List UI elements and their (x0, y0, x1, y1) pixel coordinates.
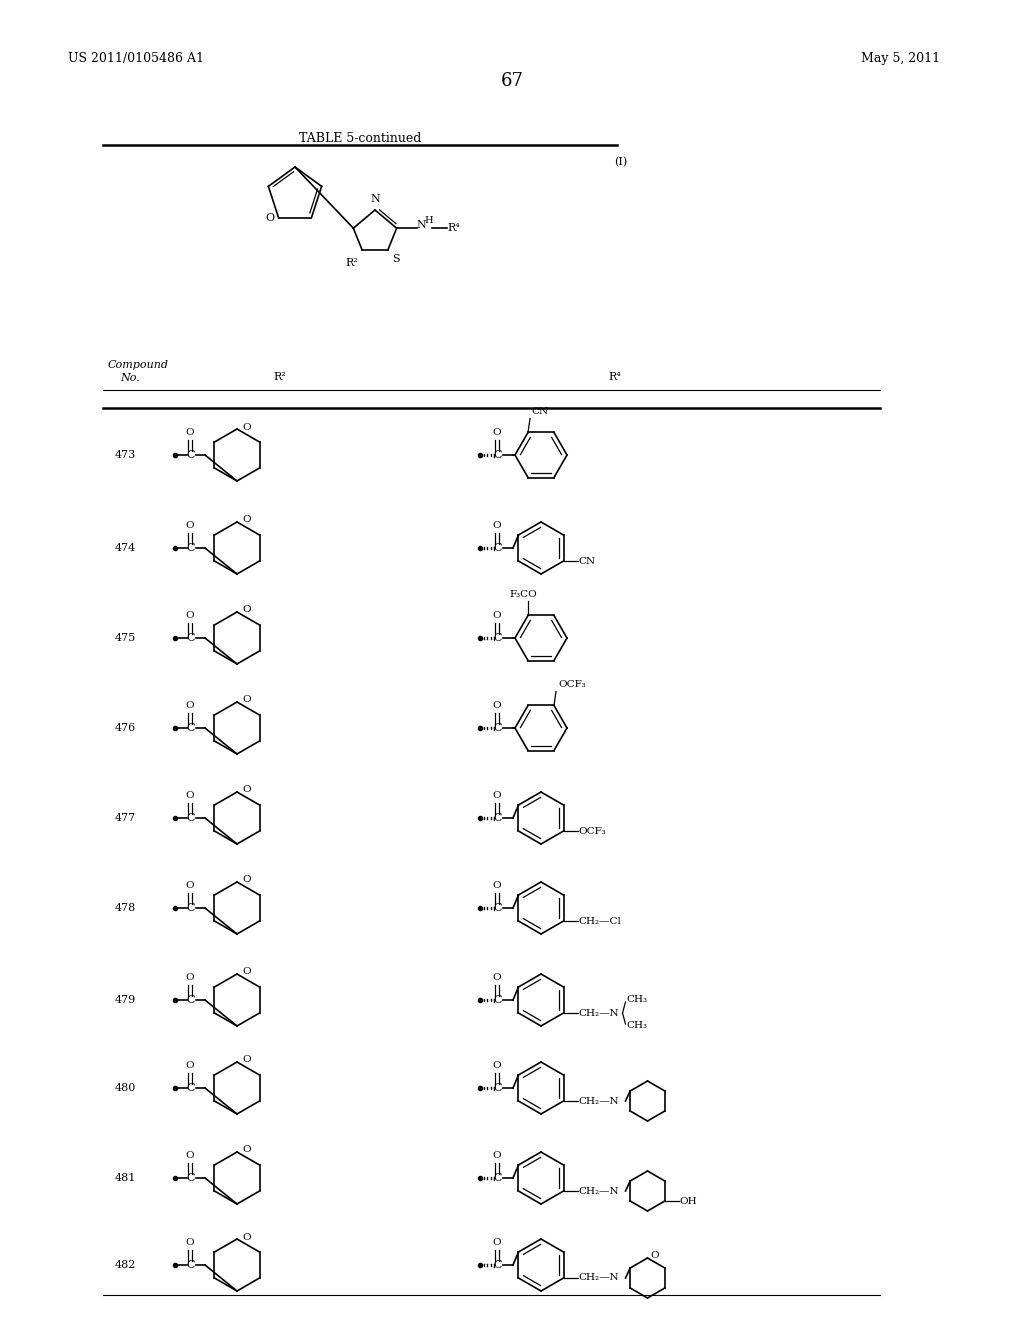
Text: C: C (186, 634, 196, 643)
Text: O: O (493, 701, 502, 710)
Text: (I): (I) (614, 157, 628, 168)
Text: No.: No. (120, 374, 139, 383)
Text: O: O (493, 973, 502, 982)
Text: C: C (186, 903, 196, 913)
Text: O: O (493, 1061, 502, 1071)
Text: C: C (494, 450, 502, 459)
Text: O: O (185, 880, 195, 890)
Text: C: C (186, 1082, 196, 1093)
Text: OH: OH (680, 1196, 697, 1205)
Text: CH₂—Cl: CH₂—Cl (579, 916, 622, 925)
Text: O: O (242, 875, 251, 884)
Text: 481: 481 (115, 1173, 136, 1183)
Text: O: O (242, 606, 251, 615)
Text: 476: 476 (115, 723, 136, 733)
Text: C: C (494, 903, 502, 913)
Text: 482: 482 (115, 1261, 136, 1270)
Text: 477: 477 (115, 813, 136, 822)
Text: 480: 480 (115, 1082, 136, 1093)
Text: O: O (493, 791, 502, 800)
Text: O: O (242, 1146, 251, 1155)
Text: 67: 67 (501, 73, 523, 90)
Text: R²: R² (273, 372, 287, 381)
Text: O: O (493, 880, 502, 890)
Text: C: C (494, 1082, 502, 1093)
Text: C: C (494, 1173, 502, 1183)
Text: CN: CN (579, 557, 596, 565)
Text: C: C (494, 634, 502, 643)
Text: O: O (650, 1251, 659, 1261)
Text: C: C (186, 813, 196, 822)
Text: C: C (494, 543, 502, 553)
Text: O: O (185, 1238, 195, 1247)
Text: N: N (417, 220, 426, 230)
Text: O: O (185, 701, 195, 710)
Text: O: O (242, 516, 251, 524)
Text: O: O (493, 521, 502, 531)
Text: 473: 473 (115, 450, 136, 459)
Text: R²: R² (345, 257, 358, 268)
Text: US 2011/0105486 A1: US 2011/0105486 A1 (68, 51, 204, 65)
Text: O: O (185, 428, 195, 437)
Text: C: C (186, 995, 196, 1005)
Text: CH₂—N: CH₂—N (579, 1274, 620, 1283)
Text: TABLE 5-continued: TABLE 5-continued (299, 132, 421, 145)
Text: S: S (392, 253, 399, 264)
Text: Compound: Compound (108, 360, 169, 370)
Text: C: C (494, 813, 502, 822)
Text: 475: 475 (115, 634, 136, 643)
Text: O: O (185, 521, 195, 531)
Text: CN: CN (531, 408, 548, 417)
Text: O: O (242, 785, 251, 795)
Text: CH₃: CH₃ (627, 1022, 647, 1031)
Text: O: O (493, 611, 502, 620)
Text: CH₂—N: CH₂—N (579, 1097, 620, 1106)
Text: OCF₃: OCF₃ (558, 681, 586, 689)
Text: CH₂—N: CH₂—N (579, 1187, 620, 1196)
Text: O: O (185, 973, 195, 982)
Text: O: O (493, 1151, 502, 1160)
Text: O: O (185, 1061, 195, 1071)
Text: O: O (242, 696, 251, 705)
Text: C: C (186, 1173, 196, 1183)
Text: O: O (242, 422, 251, 432)
Text: C: C (186, 723, 196, 733)
Text: R⁴: R⁴ (608, 372, 622, 381)
Text: C: C (186, 543, 196, 553)
Text: O: O (493, 428, 502, 437)
Text: O: O (185, 791, 195, 800)
Text: O: O (185, 1151, 195, 1160)
Text: 478: 478 (115, 903, 136, 913)
Text: C: C (186, 450, 196, 459)
Text: 474: 474 (115, 543, 136, 553)
Text: O: O (242, 968, 251, 977)
Text: O: O (493, 1238, 502, 1247)
Text: May 5, 2011: May 5, 2011 (861, 51, 940, 65)
Text: CH₂—N: CH₂—N (579, 1008, 620, 1018)
Text: O: O (265, 213, 274, 223)
Text: F₃CO: F₃CO (509, 590, 537, 599)
Text: N: N (370, 194, 380, 205)
Text: O: O (242, 1233, 251, 1242)
Text: C: C (494, 995, 502, 1005)
Text: O: O (185, 611, 195, 620)
Text: O: O (242, 1056, 251, 1064)
Text: OCF₃: OCF₃ (579, 826, 606, 836)
Text: CH₃: CH₃ (627, 995, 647, 1005)
Text: 479: 479 (115, 995, 136, 1005)
Text: C: C (494, 723, 502, 733)
Text: C: C (186, 1261, 196, 1270)
Text: C: C (494, 1261, 502, 1270)
Text: R⁴: R⁴ (447, 223, 461, 234)
Text: H: H (425, 215, 433, 224)
